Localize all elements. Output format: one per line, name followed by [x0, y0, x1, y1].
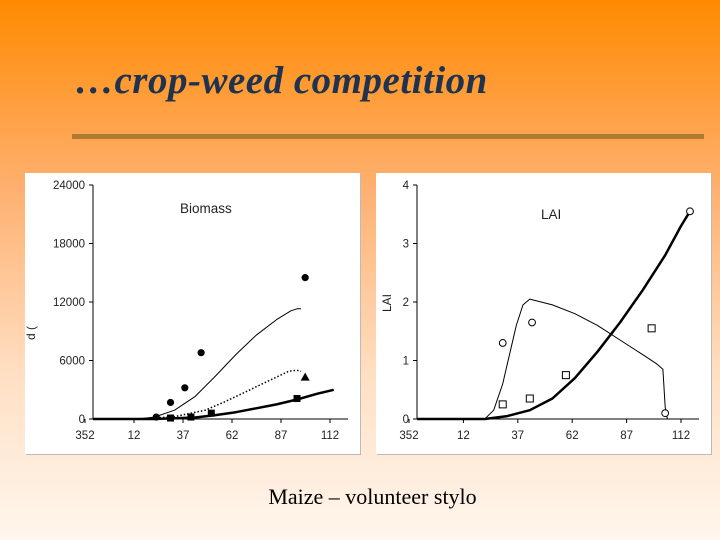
biomass-marker-square-filled	[293, 395, 301, 403]
biomass-chart-title: Biomass	[180, 201, 232, 216]
lai-marker-circle-open	[528, 318, 536, 327]
biomass-y-tick-label: 12000	[53, 297, 85, 309]
biomass-series-line-0	[93, 308, 302, 420]
lai-marker-square-open	[498, 400, 507, 409]
lai-series-line-1	[417, 210, 692, 421]
biomass-series-line-1	[93, 369, 302, 420]
lai-y-tick-label: 4	[403, 180, 410, 192]
slide-caption: Maize – volunteer stylo	[268, 484, 477, 509]
lai-x-tick-label: 352	[399, 430, 418, 442]
biomass-marker-circle-filled	[301, 274, 309, 282]
lai-x-tick-label: 62	[566, 430, 579, 442]
lai-y-axis-label: LAI	[380, 294, 394, 312]
biomass-y-axis-label: d (	[25, 326, 38, 340]
lai-marker-circle-open	[498, 339, 507, 347]
lai-x-tick-label: 112	[672, 430, 690, 442]
biomass-chart: 0 6000 12000 18000 24000 352 12 37 62 87 112 Biomas…	[25, 173, 360, 454]
biomass-y-tick-label: 0	[79, 414, 85, 426]
biomass-x-tick-label: 112	[321, 430, 339, 442]
biomass-x-tick-label: 352	[75, 430, 94, 442]
biomass-marker-square-filled	[187, 413, 195, 421]
biomass-y-tick-label: 18000	[53, 239, 85, 251]
biomass-marker-triangle-filled	[300, 372, 310, 381]
lai-y-tick-label: 1	[403, 356, 409, 368]
lai-chart-title: LAI	[541, 207, 561, 222]
biomass-chart-svg: 0 6000 12000 18000 24000 352 12 37 62 87 112 Biomas…	[25, 180, 348, 442]
biomass-y-tick-label: 6000	[59, 356, 85, 368]
lai-marker-square-open	[561, 371, 570, 380]
lai-marker-circle-open	[686, 207, 694, 216]
lai-y-tick-label: 2	[403, 297, 409, 309]
lai-marker-square-open	[525, 394, 534, 403]
lai-marker-square-open	[647, 324, 656, 333]
biomass-marker-square-filled	[207, 409, 215, 417]
biomass-marker-square-filled	[167, 414, 175, 422]
lai-series-line-0	[417, 298, 668, 420]
lai-y-tick-label: 3	[403, 239, 409, 251]
lai-marker-circle-open	[661, 409, 670, 418]
biomass-x-tick-label: 12	[128, 430, 141, 442]
biomass-x-tick-label: 37	[177, 430, 190, 442]
lai-x-tick-label: 87	[620, 430, 633, 442]
biomass-series-line-2	[93, 388, 334, 421]
biomass-marker-circle-filled	[197, 349, 205, 357]
slide-title: …crop-weed competition	[75, 59, 488, 102]
lai-chart: 0 1 2 3 4 352 12 37 62 87 112 LAI LAI	[376, 173, 711, 454]
biomass-marker-circle-filled	[166, 398, 175, 407]
biomass-marker-circle-filled	[181, 384, 189, 392]
lai-y-tick-label: 0	[403, 414, 409, 426]
title-divider	[72, 134, 704, 139]
biomass-marker-circle-filled	[152, 413, 160, 421]
biomass-x-tick-label: 87	[275, 430, 288, 442]
lai-x-tick-label: 12	[457, 430, 470, 442]
lai-x-tick-label: 37	[511, 430, 524, 442]
biomass-y-tick-label: 24000	[53, 180, 85, 192]
biomass-x-tick-label: 62	[226, 430, 239, 442]
